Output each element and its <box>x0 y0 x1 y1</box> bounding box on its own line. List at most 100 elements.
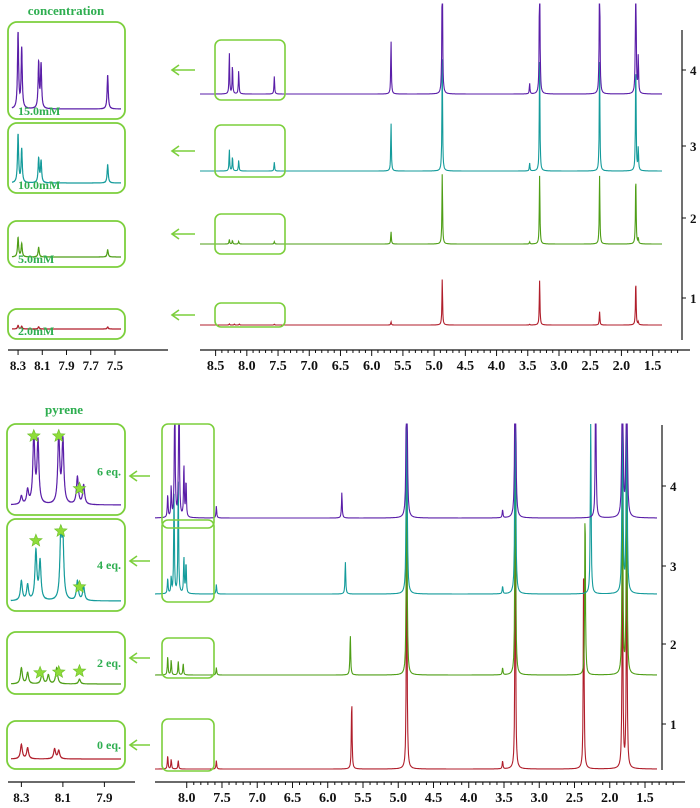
spectrum-trace-3 <box>200 59 662 172</box>
arrow-head-icon <box>128 555 138 567</box>
arrow-head-icon <box>170 309 180 321</box>
region-highlight-box <box>214 124 286 178</box>
x-tick-label: 5.5 <box>394 359 412 374</box>
trace-number-label: 3 <box>690 139 697 154</box>
inset-panel: 5.0mM <box>7 220 195 268</box>
inset-panel: 2 eq. <box>6 631 150 695</box>
star-marker-icon <box>72 481 87 495</box>
region-highlight-box <box>214 39 286 101</box>
region-highlight-box <box>161 519 215 603</box>
star-marker-icon <box>51 664 66 678</box>
inset-label: 0 eq. <box>97 738 121 752</box>
x-tick-label: 7.5 <box>269 359 287 374</box>
x-tick-label: 5.5 <box>354 791 372 806</box>
spectrum-trace-2 <box>155 423 657 676</box>
spectra-layer <box>155 3 662 770</box>
arrow-head-icon <box>128 470 138 482</box>
inset-x-tick-label: 8.1 <box>55 790 71 805</box>
spectrum-trace-1 <box>155 489 657 770</box>
x-tick-label: 1.5 <box>644 359 662 374</box>
x-tick-label: 4.5 <box>457 359 475 374</box>
x-tick-label: 3.5 <box>519 359 537 374</box>
inset-trace <box>10 525 121 602</box>
x-tick-label: 6.0 <box>319 791 337 806</box>
inset-label: 5.0mM <box>18 252 54 266</box>
inset-panel: 6 eq. <box>6 423 150 516</box>
inset-panel: 15.0mM <box>7 21 195 120</box>
arrow-head-icon <box>128 739 138 751</box>
x-tick-label: 5.0 <box>389 791 407 806</box>
star-marker-icon <box>72 579 87 593</box>
trace-number-label: 2 <box>690 211 697 226</box>
inset-frame <box>6 423 126 516</box>
inset-label: 6 eq. <box>97 465 121 479</box>
x-tick-label: 8.0 <box>238 359 256 374</box>
spectrum-trace-1 <box>200 279 662 326</box>
arrow-head-icon <box>170 64 180 76</box>
inset-x-tick-label: 7.9 <box>58 358 75 373</box>
x-tick-label: 1.5 <box>636 791 654 806</box>
inset-label: 2 eq. <box>97 656 121 670</box>
trace-number-label: 1 <box>670 717 677 732</box>
inset-trace <box>10 429 121 506</box>
axes-layer: 4 3 2 1 8.5 8.0 7.5 7.0 6.5 6.0 5.5 5.0 4.5 4.0 3.5 3.0… <box>8 30 697 806</box>
bottom-inset-title: pyrene <box>45 402 83 417</box>
x-tick-label: 7.0 <box>248 791 266 806</box>
x-tick-label: 7.0 <box>301 359 319 374</box>
highlight-boxes <box>161 39 286 772</box>
region-highlight-box <box>214 302 286 328</box>
region-highlight-box <box>214 213 286 255</box>
spectrum-trace-4 <box>155 423 657 519</box>
star-marker-icon <box>26 428 41 442</box>
inset-panel: 10.0mM <box>7 122 195 194</box>
region-highlight-box <box>161 718 215 772</box>
inset-x-tick-label: 7.7 <box>83 358 100 373</box>
arrow-head-icon <box>128 652 138 664</box>
x-tick-label: 3.0 <box>550 359 568 374</box>
x-tick-label: 8.0 <box>178 791 196 806</box>
x-tick-label: 6.5 <box>332 359 350 374</box>
inset-trace <box>11 31 121 110</box>
x-tick-label: 3.5 <box>495 791 513 806</box>
trace-number-label: 3 <box>670 559 677 574</box>
inset-trace <box>12 324 121 330</box>
x-tick-label: 5.0 <box>425 359 443 374</box>
trace-number-label: 1 <box>690 291 697 306</box>
x-tick-label: 4.0 <box>460 791 478 806</box>
x-tick-label: 6.5 <box>284 791 302 806</box>
star-marker-icon <box>28 533 43 547</box>
inset-x-tick-label: 8.3 <box>13 790 30 805</box>
top-inset-title: concentration <box>28 3 105 18</box>
x-tick-label: 6.0 <box>363 359 381 374</box>
x-tick-label: 8.5 <box>207 359 225 374</box>
inset-label: 10.0mM <box>18 178 60 192</box>
star-marker-icon <box>33 665 47 679</box>
inset-trace <box>10 742 121 760</box>
x-tick-label: 2.5 <box>566 791 584 806</box>
inset-panel: 2.0mM <box>7 308 195 340</box>
inset-x-tick-label: 8.3 <box>10 358 27 373</box>
star-marker-icon <box>72 663 87 678</box>
inset-x-tick-label: 7.9 <box>96 790 113 805</box>
inset-trace <box>11 236 121 258</box>
inset-label: 2.0mM <box>18 324 54 338</box>
inset-x-tick-label: 7.5 <box>107 358 124 373</box>
region-highlight-box <box>161 637 215 679</box>
arrow-head-icon <box>170 228 180 240</box>
inset-frame <box>6 631 126 695</box>
inset-trace <box>11 133 121 184</box>
x-tick-label: 4.0 <box>488 359 506 374</box>
star-marker-icon <box>51 428 66 442</box>
spectrum-trace-4 <box>200 3 662 95</box>
spectrum-trace-3 <box>155 423 657 595</box>
inset-frame <box>6 720 126 770</box>
inset-label: 15.0mM <box>18 104 60 118</box>
trace-number-label: 2 <box>670 637 677 652</box>
x-tick-label: 4.5 <box>425 791 443 806</box>
spectrum-trace-2 <box>200 174 662 245</box>
region-highlight-box <box>161 423 215 529</box>
inset-label: 4 eq. <box>97 558 121 572</box>
inset-panel: 4 eq. <box>6 518 150 612</box>
inset-x-tick-label: 8.1 <box>34 358 50 373</box>
